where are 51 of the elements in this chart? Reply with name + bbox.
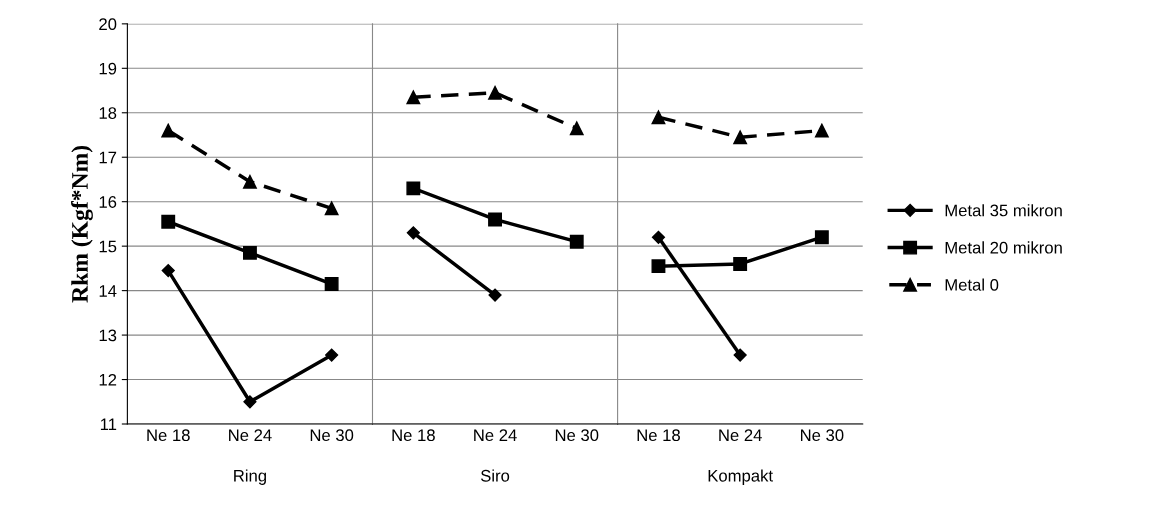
point <box>406 226 420 240</box>
y-tick-label: 15 <box>99 240 117 253</box>
x-tick-label: Ne 30 <box>555 429 599 442</box>
point <box>324 277 339 291</box>
point <box>733 348 747 362</box>
x-tick-label: Ne 18 <box>392 429 435 442</box>
x-axis-title: Kompakt <box>708 469 773 485</box>
point <box>406 90 421 105</box>
point <box>733 130 748 145</box>
y-tick-label: 16 <box>99 196 117 208</box>
point <box>814 123 829 138</box>
point <box>569 121 584 136</box>
point <box>324 201 339 216</box>
point <box>651 259 666 274</box>
point <box>651 230 666 244</box>
x-tick-label: Ne 30 <box>800 429 844 442</box>
point <box>651 110 666 125</box>
point <box>733 256 748 271</box>
point <box>161 214 176 229</box>
y-tick-label: 20 <box>99 18 117 31</box>
y-tick-label: 14 <box>99 285 117 297</box>
legend-label: Metal 0 <box>945 278 999 291</box>
y-tick-label: 11 <box>100 418 117 431</box>
x-tick-label: Ne 24 <box>229 429 272 442</box>
y-axis-title: Rkm (Kgf*Nm) <box>71 145 93 303</box>
point <box>488 85 502 100</box>
point <box>569 234 584 249</box>
point <box>488 212 502 227</box>
point <box>488 288 502 302</box>
point <box>242 245 257 260</box>
y-tick-label: 13 <box>99 329 117 342</box>
x-tick-label: Ne 24 <box>719 429 762 442</box>
y-tick-label: 19 <box>99 62 117 75</box>
point <box>161 123 176 138</box>
x-tick-label: Ne 18 <box>147 429 190 442</box>
x-tick-label: Ne 30 <box>310 429 354 442</box>
point <box>325 348 339 362</box>
legend-label: Metal 20 mikron <box>945 241 1062 254</box>
point <box>243 395 257 409</box>
x-tick-label: Ne 18 <box>637 429 680 442</box>
x-axis-title: Ring <box>234 469 266 485</box>
y-tick-label: 17 <box>99 151 117 164</box>
legend-label: Metal 35 mikron <box>945 204 1062 217</box>
y-tick-label: 18 <box>99 107 117 119</box>
y-tick-label: 12 <box>99 373 117 386</box>
x-axis-title: Siro <box>480 469 510 482</box>
point <box>161 264 175 278</box>
point <box>242 174 257 189</box>
point <box>406 181 421 196</box>
x-tick-label: Ne 24 <box>474 429 517 442</box>
point <box>814 230 829 245</box>
